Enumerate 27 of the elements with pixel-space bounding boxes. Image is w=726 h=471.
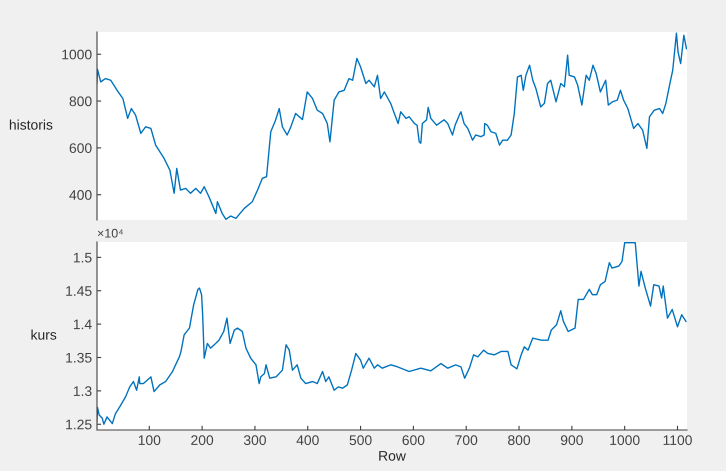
y-tick-label: 800 [70, 96, 92, 106]
x-tick-label: 500 [350, 435, 372, 446]
x-tick-label: 600 [402, 435, 424, 446]
y-tick-label: 400 [69, 190, 92, 200]
x-tick-label: 700 [455, 435, 478, 446]
line-series [97, 242, 687, 425]
y-axis-title: kurs [31, 330, 56, 340]
y-tick-label: 600 [70, 143, 92, 154]
line-series [97, 32, 687, 220]
y-tick-label: 1.5 [74, 252, 92, 263]
x-tick-label: 400 [296, 435, 319, 446]
text: ×10⁴ [98, 228, 123, 238]
x-tick-label: 900 [560, 435, 583, 446]
x-tick-label: 800 [508, 435, 530, 446]
x-tick-label: 1100 [664, 435, 692, 446]
y-tick-label: 1.25 [66, 420, 92, 430]
x-tick-label: 200 [191, 435, 214, 446]
x-tick-label: 300 [244, 435, 266, 446]
x-tick-label: 1000 [610, 435, 640, 446]
y-tick-label: 1.4 [74, 320, 92, 330]
y-tick-label: 1.3 [74, 386, 92, 396]
x-tick-label: 100 [138, 435, 160, 446]
y-tick-label: 1.45 [66, 286, 92, 296]
x-axis-title: Row [379, 451, 406, 461]
y-tick-label: 1000 [62, 50, 92, 60]
y-tick-label: 1.35 [66, 352, 92, 363]
y-axis-title: historis [10, 120, 52, 130]
